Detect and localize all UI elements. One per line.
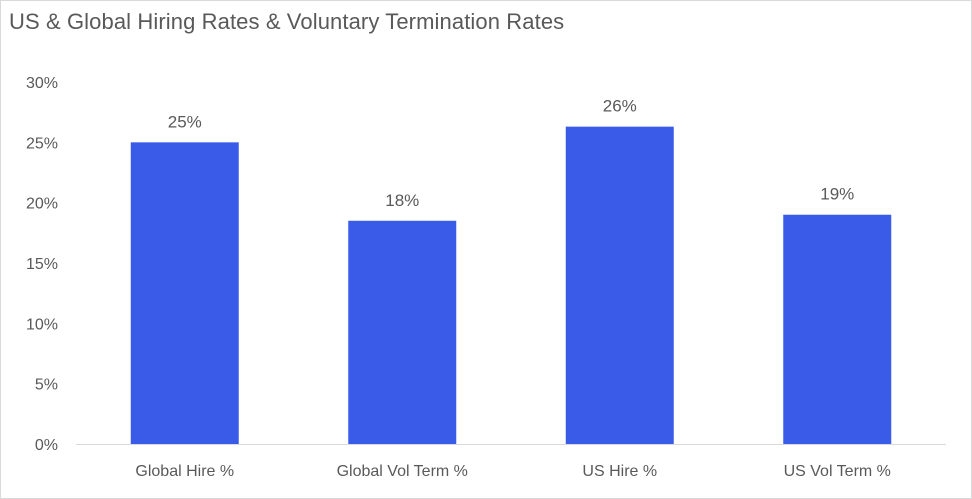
data-label: 26%: [603, 97, 637, 116]
category-label: US Hire %: [582, 463, 657, 480]
y-tick-label: 5%: [35, 377, 58, 394]
data-label: 19%: [820, 185, 854, 204]
y-tick-label: 10%: [26, 316, 58, 333]
bar: [783, 214, 892, 444]
y-tick-label: 25%: [26, 135, 58, 152]
y-tick-label: 15%: [26, 256, 58, 273]
chart-title: US & Global Hiring Rates & Voluntary Ter…: [9, 9, 565, 34]
y-tick-label: 0%: [35, 437, 58, 454]
data-label: 25%: [168, 112, 202, 131]
bar: [565, 126, 674, 444]
data-label: 18%: [385, 191, 419, 210]
y-tick-label: 30%: [26, 75, 58, 92]
category-label: Global Vol Term %: [337, 463, 468, 480]
y-tick-label: 20%: [26, 196, 58, 213]
bar: [348, 220, 457, 444]
bar: [130, 142, 239, 445]
category-label: Global Hire %: [135, 463, 234, 480]
category-label: US Vol Term %: [784, 463, 891, 480]
